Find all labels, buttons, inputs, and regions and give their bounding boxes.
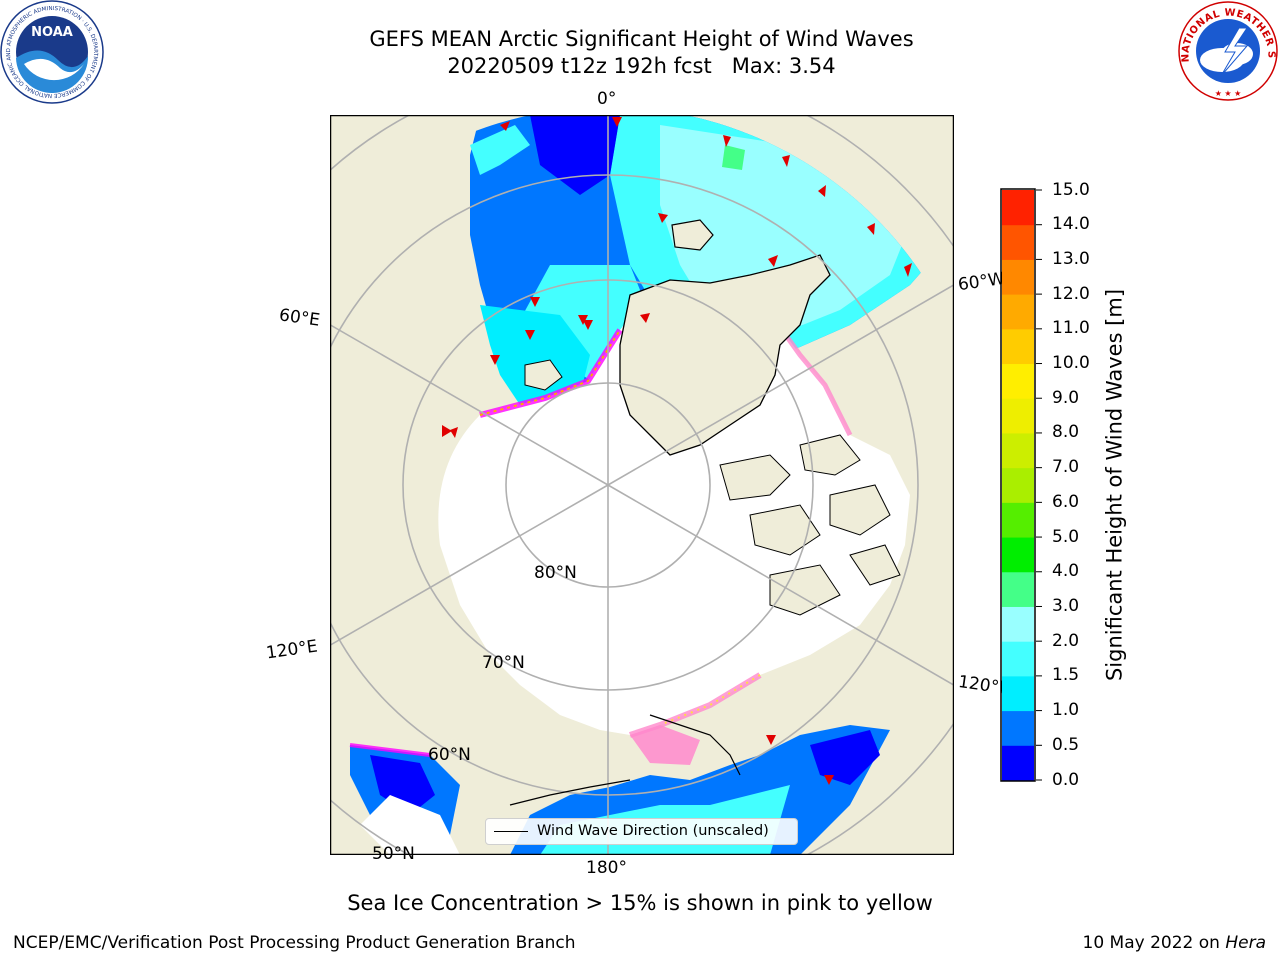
map-legend: Wind Wave Direction (unscaled) xyxy=(485,818,798,845)
colorbar-tick-label: 8.0 xyxy=(1052,422,1080,443)
colorbar-segment xyxy=(1002,190,1034,226)
colorbar-segment xyxy=(1002,328,1034,365)
meridian-label-60e: 60°E xyxy=(277,305,322,331)
colorbar-tick-label: 9.0 xyxy=(1052,387,1080,408)
colorbar-segment xyxy=(1002,294,1034,330)
colorbar-segment xyxy=(1002,259,1034,295)
meridian-label-60w: 60°W xyxy=(956,268,1007,296)
noaa-logo: NATIONAL OCEANIC AND ATMOSPHERIC ADMINIS… xyxy=(0,0,104,104)
polar-map xyxy=(330,115,954,855)
colorbar-tick-label: 5.0 xyxy=(1052,526,1080,547)
nws-logo: NATIONAL WEATHER SERVICE ★ ★ ★ xyxy=(1177,0,1278,101)
colorbar xyxy=(1000,188,1042,782)
colorbar-tick-label: 1.5 xyxy=(1052,665,1080,686)
parallel-label-80: 80°N xyxy=(534,563,577,583)
colorbar-segment xyxy=(1002,467,1034,503)
footer-host: Hera xyxy=(1225,933,1266,953)
colorbar-segment xyxy=(1002,571,1034,607)
colorbar-segment xyxy=(1002,398,1034,434)
colorbar-tick-label: 10.0 xyxy=(1052,353,1090,374)
colorbar-segment xyxy=(1002,537,1034,573)
colorbar-tick-label: 12.0 xyxy=(1052,283,1090,304)
colorbar-segment xyxy=(1002,745,1034,781)
colorbar-tick-label: 13.0 xyxy=(1052,248,1090,269)
footer-credit: NCEP/EMC/Verification Post Processing Pr… xyxy=(13,933,576,953)
colorbar-title: Significant Height of Wind Waves [m] xyxy=(1102,288,1127,682)
sea-ice-caption: Sea Ice Concentration > 15% is shown in … xyxy=(347,891,933,915)
colorbar-segment xyxy=(1002,224,1034,260)
meridian-label-120e: 120°E xyxy=(264,636,319,664)
colorbar-tick-label: 3.0 xyxy=(1052,595,1080,616)
chart-subtitle: 20220509 t12z 192h fcst Max: 3.54 xyxy=(447,54,836,78)
colorbar-segment xyxy=(1002,432,1034,469)
legend-line-icon xyxy=(494,831,528,832)
canadian-archipelago xyxy=(719,434,901,616)
colorbar-tick-label: 0.5 xyxy=(1052,734,1080,755)
colorbar-tick-label: 2.0 xyxy=(1052,630,1080,651)
colorbar-segment xyxy=(1002,675,1034,712)
footer-date: 10 May 2022 on Hera xyxy=(1083,933,1267,953)
colorbar-segment xyxy=(1002,363,1034,399)
colorbar-tick-label: 7.0 xyxy=(1052,457,1080,478)
colorbar-segment xyxy=(1002,710,1034,746)
colorbar-segment xyxy=(1002,502,1034,538)
legend-label: Wind Wave Direction (unscaled) xyxy=(537,823,769,839)
colorbar-segment xyxy=(1002,641,1034,677)
parallel-label-60: 60°N xyxy=(428,745,471,765)
colorbar-tick-label: 1.0 xyxy=(1052,700,1080,721)
colorbar-tick-label: 6.0 xyxy=(1052,491,1080,512)
colorbar-tick-label: 0.0 xyxy=(1052,769,1080,790)
meridian-lines xyxy=(330,115,954,855)
svalbard xyxy=(524,359,563,391)
parallel-label-50: 50°N xyxy=(372,844,415,864)
map-frame xyxy=(330,115,954,855)
wind-wave-arrows xyxy=(442,117,912,785)
colorbar-tick-label: 4.0 xyxy=(1052,561,1080,582)
parallel-label-70: 70°N xyxy=(482,653,525,673)
svg-text:★ ★ ★: ★ ★ ★ xyxy=(1215,89,1242,98)
svg-text:NOAA: NOAA xyxy=(31,25,73,40)
iceland xyxy=(671,219,714,251)
footer-date-text: 10 May 2022 on xyxy=(1082,933,1226,953)
meridian-label-180: 180° xyxy=(586,858,627,878)
colorbar-segment xyxy=(1002,606,1034,642)
colorbar-tick-label: 15.0 xyxy=(1052,179,1090,200)
chart-title: GEFS MEAN Arctic Significant Height of W… xyxy=(369,27,914,51)
colorbar-tick-label: 11.0 xyxy=(1052,318,1090,339)
colorbar-tick-label: 14.0 xyxy=(1052,214,1090,235)
colorbar-frame xyxy=(1000,188,1036,782)
meridian-label-0: 0° xyxy=(597,89,617,109)
